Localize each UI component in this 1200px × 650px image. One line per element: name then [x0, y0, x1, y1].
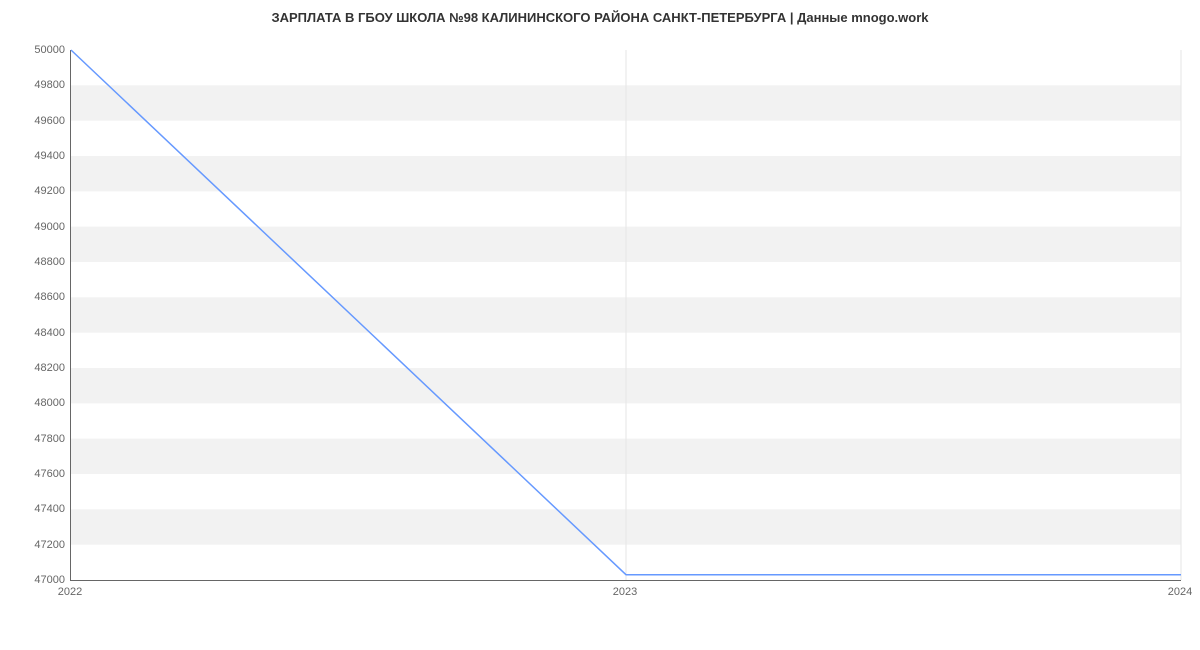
y-tick-label: 47800 [5, 433, 65, 445]
y-tick-label: 48600 [5, 291, 65, 303]
y-tick-label: 48000 [5, 397, 65, 409]
chart-title: ЗАРПЛАТА В ГБОУ ШКОЛА №98 КАЛИНИНСКОГО Р… [0, 10, 1200, 25]
y-tick-label: 47000 [5, 574, 65, 586]
plot-area [70, 50, 1181, 581]
chart-svg [71, 50, 1181, 580]
y-tick-label: 47400 [5, 503, 65, 515]
y-tick-label: 50000 [5, 44, 65, 56]
y-tick-label: 47600 [5, 468, 65, 480]
y-tick-label: 48400 [5, 327, 65, 339]
x-tick-label: 2022 [58, 586, 82, 598]
y-tick-label: 48200 [5, 362, 65, 374]
y-tick-label: 49400 [5, 150, 65, 162]
y-tick-label: 49200 [5, 185, 65, 197]
y-tick-label: 48800 [5, 256, 65, 268]
x-tick-label: 2024 [1168, 586, 1192, 598]
y-tick-label: 49000 [5, 221, 65, 233]
y-tick-label: 47200 [5, 539, 65, 551]
y-tick-label: 49600 [5, 115, 65, 127]
x-tick-label: 2023 [613, 586, 637, 598]
salary-chart: ЗАРПЛАТА В ГБОУ ШКОЛА №98 КАЛИНИНСКОГО Р… [0, 0, 1200, 650]
y-tick-label: 49800 [5, 79, 65, 91]
